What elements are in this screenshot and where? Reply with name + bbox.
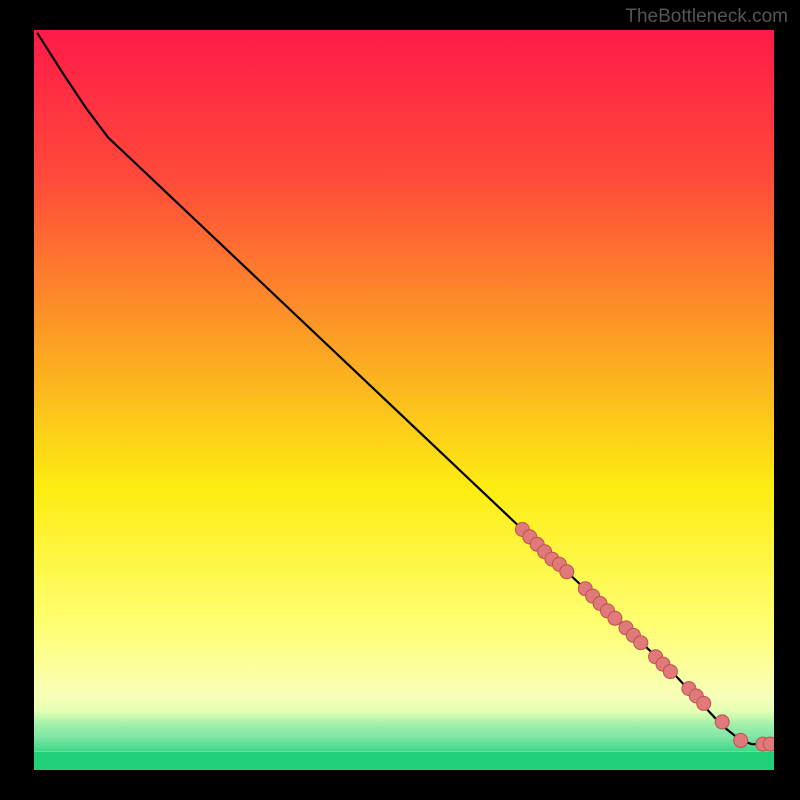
chart-container: TheBottleneck.com bbox=[0, 0, 800, 800]
data-marker bbox=[763, 737, 774, 751]
watermark-text: TheBottleneck.com bbox=[625, 6, 788, 28]
data-marker bbox=[697, 696, 711, 710]
data-marker bbox=[634, 636, 648, 650]
chart-svg-overlay bbox=[34, 30, 774, 770]
data-marker bbox=[560, 565, 574, 579]
data-marker bbox=[663, 665, 677, 679]
data-marker bbox=[734, 733, 748, 747]
plot-area bbox=[34, 30, 774, 770]
data-marker bbox=[715, 715, 729, 729]
curve-line bbox=[38, 34, 771, 744]
data-marker bbox=[608, 611, 622, 625]
